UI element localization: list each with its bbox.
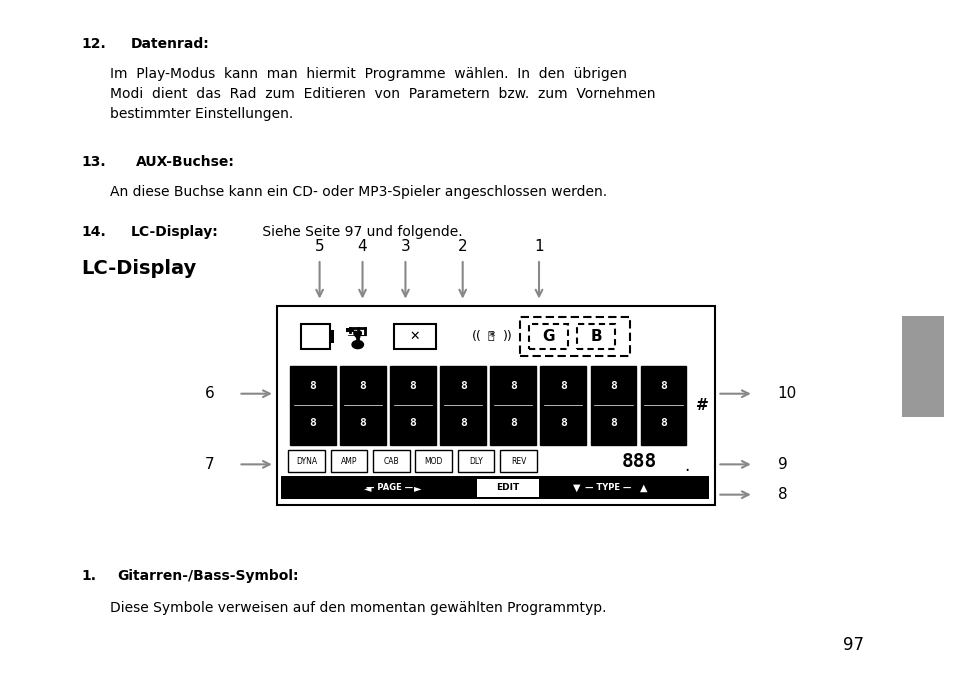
Text: 8: 8 xyxy=(459,381,466,391)
Bar xyxy=(281,476,708,499)
Bar xyxy=(476,479,538,497)
FancyBboxPatch shape xyxy=(346,328,354,332)
FancyBboxPatch shape xyxy=(457,450,494,472)
Text: ♥: ♥ xyxy=(352,330,363,343)
Text: )): )) xyxy=(502,330,512,343)
Text: ((: (( xyxy=(472,330,481,343)
Text: EDIT: EDIT xyxy=(496,483,519,493)
Text: 6: 6 xyxy=(205,386,214,401)
Text: ▲: ▲ xyxy=(639,483,647,493)
Text: Datenrad:: Datenrad: xyxy=(131,37,210,51)
Text: 8: 8 xyxy=(459,417,466,427)
Text: 8: 8 xyxy=(359,381,366,391)
Text: 4: 4 xyxy=(357,240,367,254)
Text: 3: 3 xyxy=(400,240,410,254)
Text: 1.: 1. xyxy=(81,569,96,583)
Text: 8: 8 xyxy=(659,417,666,427)
Text: MOD: MOD xyxy=(424,456,442,466)
Text: An diese Buchse kann ein CD- oder MP3-Spieler angeschlossen werden.: An diese Buchse kann ein CD- oder MP3-Sp… xyxy=(110,185,606,199)
Text: B: B xyxy=(590,329,601,344)
Text: G: G xyxy=(541,329,555,344)
FancyBboxPatch shape xyxy=(373,450,409,472)
Text: 8: 8 xyxy=(559,381,566,391)
Text: — TYPE —: — TYPE — xyxy=(585,483,631,493)
FancyBboxPatch shape xyxy=(590,366,636,445)
FancyBboxPatch shape xyxy=(499,450,537,472)
Text: DYNA: DYNA xyxy=(295,456,316,466)
Text: *: * xyxy=(488,330,494,343)
FancyBboxPatch shape xyxy=(439,366,486,445)
Text: 8: 8 xyxy=(777,487,786,502)
Text: Gitarren-/Bass-Symbol:: Gitarren-/Bass-Symbol: xyxy=(117,569,298,583)
Text: 888: 888 xyxy=(621,452,656,470)
Text: LC-Display:: LC-Display: xyxy=(131,225,218,240)
Text: #: # xyxy=(696,398,708,413)
Text: AUX-Buchse:: AUX-Buchse: xyxy=(135,155,234,169)
Text: Diese Symbole verweisen auf den momentan gewählten Programmtyp.: Diese Symbole verweisen auf den momentan… xyxy=(110,601,605,615)
Text: 2: 2 xyxy=(457,240,467,254)
FancyBboxPatch shape xyxy=(415,450,452,472)
FancyBboxPatch shape xyxy=(276,306,715,505)
Text: ►: ► xyxy=(414,483,421,493)
Text: 7: 7 xyxy=(205,457,214,472)
Text: CAB: CAB xyxy=(383,456,398,466)
Text: ▼: ▼ xyxy=(573,483,580,493)
Text: ⊣←: ⊣← xyxy=(347,330,368,343)
Text: 5: 5 xyxy=(314,240,324,254)
Text: ◄: ◄ xyxy=(363,483,371,493)
FancyBboxPatch shape xyxy=(300,324,329,349)
Text: 9: 9 xyxy=(777,457,786,472)
Text: 14.: 14. xyxy=(81,225,106,240)
FancyBboxPatch shape xyxy=(577,324,615,349)
Text: 10: 10 xyxy=(777,386,796,401)
Text: 8: 8 xyxy=(309,417,316,427)
FancyBboxPatch shape xyxy=(290,366,335,445)
Text: Siehe Seite 97 und folgende.: Siehe Seite 97 und folgende. xyxy=(257,225,461,240)
Text: AMP: AMP xyxy=(340,456,356,466)
Text: 8: 8 xyxy=(509,381,517,391)
Text: 8: 8 xyxy=(409,381,416,391)
Text: 8: 8 xyxy=(509,417,517,427)
Text: 8: 8 xyxy=(359,417,366,427)
FancyBboxPatch shape xyxy=(640,366,686,445)
Text: 12.: 12. xyxy=(81,37,106,51)
Text: 8: 8 xyxy=(659,381,666,391)
Text: 1: 1 xyxy=(534,240,543,254)
Text: REV: REV xyxy=(511,456,526,466)
FancyBboxPatch shape xyxy=(394,324,436,349)
FancyBboxPatch shape xyxy=(329,330,334,343)
Text: 🎸: 🎸 xyxy=(488,332,494,341)
FancyBboxPatch shape xyxy=(288,450,324,472)
Text: 8: 8 xyxy=(559,417,566,427)
Text: 8: 8 xyxy=(309,381,316,391)
Text: 97: 97 xyxy=(842,636,863,654)
Bar xyxy=(901,316,943,417)
Text: LC-Display: LC-Display xyxy=(81,259,196,278)
FancyBboxPatch shape xyxy=(490,366,536,445)
Text: 8: 8 xyxy=(609,417,617,427)
Text: 8: 8 xyxy=(609,381,617,391)
Text: Im  Play-Modus  kann  man  hiermit  Programme  wählen.  In  den  übrigen
Modi  d: Im Play-Modus kann man hiermit Programme… xyxy=(110,67,655,121)
Circle shape xyxy=(352,341,363,349)
Text: ✕: ✕ xyxy=(409,330,420,343)
FancyBboxPatch shape xyxy=(390,366,436,445)
Text: 8: 8 xyxy=(409,417,416,427)
FancyBboxPatch shape xyxy=(529,324,567,349)
Text: .: . xyxy=(683,458,689,475)
FancyBboxPatch shape xyxy=(339,366,385,445)
FancyBboxPatch shape xyxy=(330,450,367,472)
Text: DLY: DLY xyxy=(469,456,482,466)
Text: 13.: 13. xyxy=(81,155,106,169)
FancyBboxPatch shape xyxy=(539,366,585,445)
Text: — PAGE —: — PAGE — xyxy=(365,483,413,493)
